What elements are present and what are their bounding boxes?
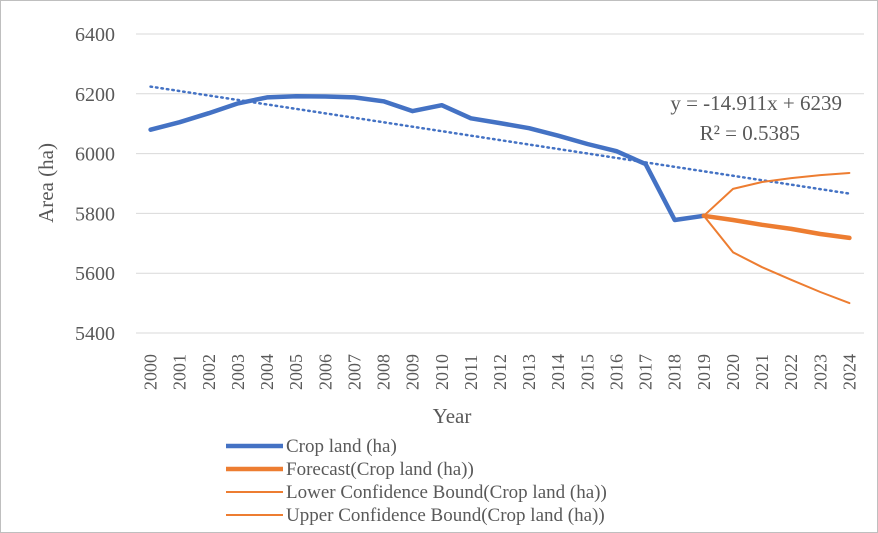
series-line-0 (148, 93, 707, 223)
x-tick-label: 2010 (432, 354, 452, 390)
y-axis-title: Area (ha) (34, 143, 58, 223)
x-tick-label: 2021 (752, 354, 772, 390)
y-tick-label: 6200 (75, 84, 115, 106)
x-tick-label: 2009 (403, 354, 423, 390)
x-tick-label: 2022 (781, 354, 801, 390)
trendline-r2: R² = 0.5385 (700, 121, 800, 145)
x-tick-label: 2020 (723, 354, 743, 390)
trendline-equation: y = -14.911x + 6239 (670, 91, 842, 115)
x-tick-label: 2015 (577, 354, 597, 390)
y-tick-label: 5400 (75, 323, 115, 345)
legend: Crop land (ha)Forecast(Crop land (ha))Lo… (226, 436, 607, 526)
y-tick-label: 5800 (75, 203, 115, 225)
legend-label-2: Lower Confidence Bound(Crop land (ha)) (286, 482, 607, 503)
x-tick-label: 2016 (606, 354, 626, 390)
x-tick-label: 2011 (461, 355, 481, 390)
legend-label-1: Forecast(Crop land (ha)) (286, 459, 474, 480)
y-axis-ticks: 5400 5600 5800 6000 6200 6400 (75, 24, 115, 345)
y-tick-label: 6000 (75, 144, 115, 166)
x-tick-label: 2023 (810, 354, 830, 390)
legend-label-3: Upper Confidence Bound(Crop land (ha)) (286, 505, 605, 526)
x-tick-label: 2001 (170, 354, 190, 390)
x-tick-label: 2017 (636, 354, 656, 390)
y-tick-label: 5600 (75, 263, 115, 285)
legend-label-0: Crop land (ha) (286, 436, 397, 457)
x-tick-label: 2003 (228, 354, 248, 390)
x-tick-label: 2013 (519, 354, 539, 390)
series-line-2 (702, 214, 851, 305)
x-tick-label: 2008 (374, 354, 394, 390)
x-tick-label: 2024 (839, 354, 859, 390)
x-tick-label: 2005 (286, 354, 306, 390)
x-tick-label: 2018 (665, 354, 685, 390)
x-tick-label: 2012 (490, 354, 510, 390)
trendline-layer (149, 85, 851, 195)
x-tick-label: 2002 (199, 354, 219, 390)
x-axis-ticks: 2000 2001 2002 2003 2004 2005 2006 2007 2008 2009… (141, 354, 860, 390)
gridlines (136, 33, 864, 334)
x-tick-label: 2007 (344, 354, 364, 390)
x-tick-label: 2014 (548, 354, 568, 390)
x-tick-label: 2006 (315, 354, 335, 390)
x-tick-label: 2000 (141, 354, 161, 390)
x-tick-label: 2004 (257, 354, 277, 390)
series-line-3 (702, 172, 851, 217)
series-line-1 (701, 213, 852, 241)
series-layer (148, 93, 852, 305)
x-tick-label: 2019 (694, 354, 714, 390)
x-axis-title: Year (433, 404, 472, 428)
y-tick-label: 6400 (75, 24, 115, 46)
trendline (149, 85, 851, 195)
